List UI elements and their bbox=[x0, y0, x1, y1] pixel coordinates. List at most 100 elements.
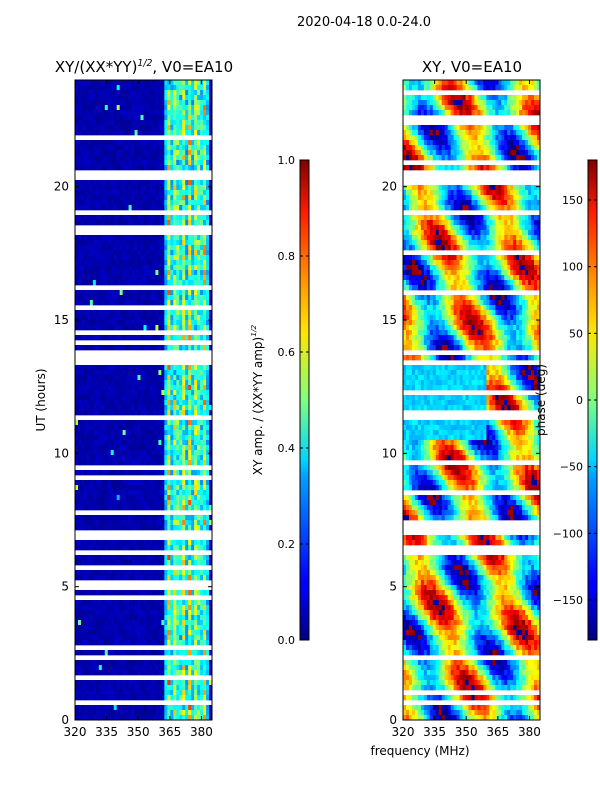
amp-heatmap-cell bbox=[206, 395, 210, 401]
phase-heatmap-cell bbox=[403, 130, 407, 136]
amp-heatmap-cell bbox=[137, 630, 141, 636]
amp-heatmap-cell bbox=[125, 665, 129, 671]
amp-heatmap-cell bbox=[119, 615, 123, 621]
amp-heatmap-cell bbox=[125, 200, 129, 206]
amp-heatmap-cell bbox=[107, 395, 112, 401]
phase-heatmap-cell bbox=[471, 85, 475, 91]
amp-heatmap-cell bbox=[119, 420, 123, 426]
amp-heatmap-cell bbox=[116, 500, 121, 506]
amp-heatmap-cell bbox=[116, 300, 121, 306]
amp-heatmap-cell bbox=[116, 695, 121, 701]
amp-heatmap-cell bbox=[92, 130, 97, 136]
amp-heatmap-cell bbox=[104, 470, 109, 476]
amp-heatmap-cell bbox=[155, 240, 159, 246]
amp-heatmap-cell bbox=[152, 220, 156, 226]
amp-heatmap-cell bbox=[113, 310, 118, 316]
amp-heatmap-cell bbox=[152, 370, 156, 376]
amp-heatmap-cell bbox=[203, 80, 207, 86]
amp-heatmap-cell bbox=[185, 630, 189, 636]
amp-heatmap-cell bbox=[137, 375, 141, 381]
amp-heatmap-cell bbox=[194, 370, 198, 376]
amp-heatmap-cell bbox=[146, 620, 150, 626]
amp-heatmap-cell bbox=[158, 470, 162, 476]
amp-heatmap-cell bbox=[158, 345, 162, 351]
amp-heatmap-cell bbox=[149, 245, 153, 251]
amp-heatmap-cell bbox=[182, 275, 186, 281]
phase-heatmap-cell bbox=[507, 105, 511, 111]
amp-heatmap-cell bbox=[122, 460, 126, 466]
amp-heatmap-cell bbox=[146, 435, 150, 441]
amp-heatmap-cell bbox=[203, 310, 207, 316]
amp-heatmap-cell bbox=[197, 545, 201, 551]
amp-heatmap-cell bbox=[119, 395, 123, 401]
amp-heatmap-cell bbox=[80, 600, 85, 606]
amp-heatmap-cell bbox=[134, 555, 138, 561]
phase-heatmap-cell bbox=[486, 110, 490, 116]
amp-heatmap-cell bbox=[77, 310, 82, 316]
phase-heatmap-cell bbox=[423, 105, 428, 111]
amp-heatmap-cell bbox=[167, 545, 171, 551]
amp-heatmap-cell bbox=[134, 85, 138, 91]
amp-heatmap-cell bbox=[113, 185, 118, 191]
amp-heatmap-cell bbox=[203, 570, 207, 576]
amp-heatmap-cell bbox=[92, 635, 97, 641]
amp-heatmap-cell bbox=[122, 95, 126, 101]
amp-heatmap-cell bbox=[206, 325, 210, 331]
amp-heatmap-cell bbox=[80, 505, 85, 511]
phase-heatmap bbox=[403, 80, 541, 721]
amp-heatmap-cell bbox=[143, 650, 147, 656]
amp-heatmap-cell bbox=[164, 180, 168, 186]
amp-heatmap-cell bbox=[92, 480, 97, 486]
amp-heatmap-cell bbox=[86, 545, 91, 551]
amp-heatmap-cell bbox=[122, 525, 126, 531]
amp-heatmap-cell bbox=[110, 115, 115, 121]
amp-heatmap-cell bbox=[200, 690, 204, 696]
amp-heatmap-cell bbox=[101, 90, 106, 96]
amp-heatmap-cell bbox=[122, 485, 126, 491]
amp-heatmap-cell bbox=[158, 555, 162, 561]
amp-heatmap-cell bbox=[75, 540, 79, 546]
amp-heatmap-cell bbox=[194, 555, 198, 561]
amp-heatmap-cell bbox=[164, 345, 168, 351]
amp-heatmap-cell bbox=[131, 215, 135, 221]
amp-heatmap-cell bbox=[209, 120, 213, 126]
amp-heatmap-cell bbox=[170, 165, 174, 171]
amp-heatmap-cell bbox=[176, 560, 180, 566]
amp-heatmap-cell bbox=[146, 440, 150, 446]
amp-heatmap-cell bbox=[164, 715, 168, 721]
amp-heatmap-cell bbox=[146, 670, 150, 676]
amp-heatmap-cell bbox=[110, 485, 115, 491]
amp-heatmap-cell bbox=[164, 100, 168, 106]
amp-heatmap-cell bbox=[170, 420, 174, 426]
amp-heatmap-cell bbox=[83, 345, 88, 351]
amp-heatmap-cell bbox=[206, 435, 210, 441]
amp-heatmap-cell bbox=[122, 545, 126, 551]
amp-heatmap-cell bbox=[179, 555, 183, 561]
amp-heatmap-cell bbox=[143, 325, 147, 331]
amp-heatmap-cell bbox=[158, 215, 162, 221]
amp-heatmap-cell bbox=[197, 345, 201, 351]
amp-heatmap-cell bbox=[155, 450, 159, 456]
amp-heatmap-cell bbox=[179, 395, 183, 401]
amp-heatmap-cell bbox=[101, 705, 106, 711]
phase-heatmap-cell bbox=[477, 110, 481, 116]
amp-heatmap-cell bbox=[188, 300, 192, 306]
amp-heatmap-cell bbox=[125, 690, 129, 696]
amp-heatmap-cell bbox=[176, 215, 180, 221]
amp-heatmap-cell bbox=[110, 255, 115, 261]
amp-heatmap-cell bbox=[116, 420, 121, 426]
amp-heatmap-cell bbox=[134, 205, 138, 211]
amp-heatmap-cell bbox=[209, 400, 213, 406]
amp-heatmap-cell bbox=[191, 665, 195, 671]
amp-heatmap-cell bbox=[119, 410, 123, 416]
amp-heatmap-cell bbox=[119, 155, 123, 161]
amp-heatmap-cell bbox=[137, 240, 141, 246]
amp-xtick-label: 380 bbox=[190, 725, 213, 739]
amp-heatmap-cell bbox=[119, 280, 123, 286]
amp-heatmap-cell bbox=[122, 85, 126, 91]
amp-heatmap-cell bbox=[188, 575, 192, 581]
phase-heatmap-cell bbox=[447, 100, 451, 106]
amp-heatmap-cell bbox=[206, 560, 210, 566]
amp-heatmap-cell bbox=[110, 455, 115, 461]
amp-heatmap-cell bbox=[149, 385, 153, 391]
